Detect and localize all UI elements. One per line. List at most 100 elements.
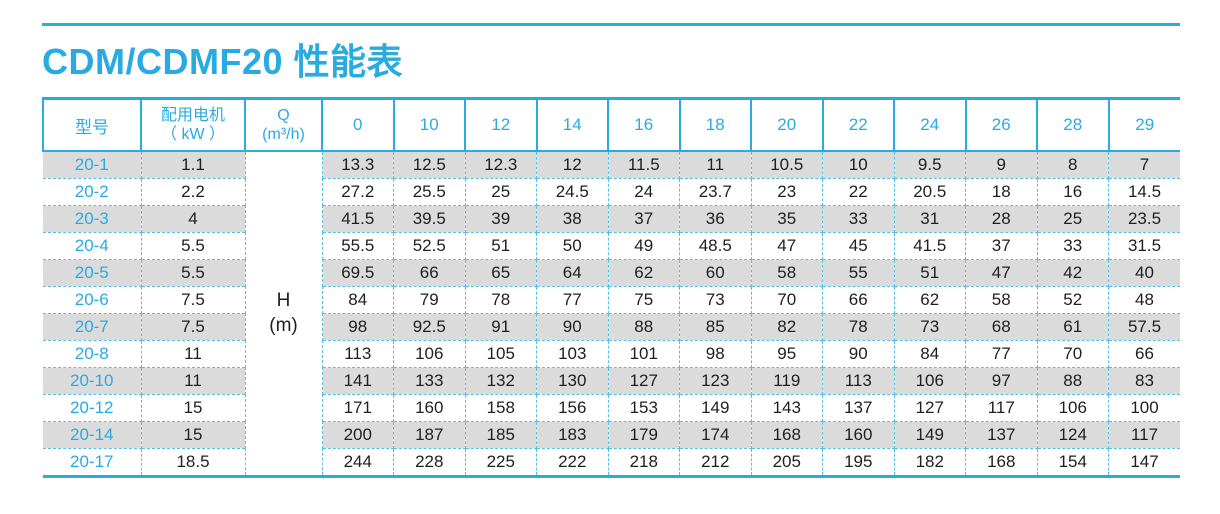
value-cell: 105	[464, 340, 537, 368]
value-cell: 97	[965, 367, 1038, 395]
motor-power-cell: 15	[140, 394, 246, 422]
value-cell: 58	[750, 259, 823, 287]
motor-power-cell: 11	[140, 340, 246, 368]
value-cell: 84	[893, 340, 966, 368]
value-cell: 14.5	[1108, 178, 1180, 206]
value-cell: 10	[822, 150, 895, 179]
value-cell: 42	[1036, 259, 1109, 287]
value-cell: 174	[679, 421, 752, 449]
value-cell: 38	[536, 205, 609, 233]
value-cell: 7	[1108, 150, 1180, 179]
value-cell: 73	[679, 286, 752, 314]
value-cell: 88	[1036, 367, 1109, 395]
value-cell: 25.5	[393, 178, 466, 206]
value-cell: 154	[1036, 448, 1109, 478]
value-cell: 65	[464, 259, 537, 287]
value-cell: 92.5	[393, 313, 466, 341]
value-cell: 133	[393, 367, 466, 395]
motor-power-cell: 18.5	[140, 448, 246, 478]
model-cell: 20-14	[43, 421, 142, 449]
model-cell: 20-17	[43, 448, 142, 478]
model-cell: 20-6	[43, 286, 142, 314]
value-cell: 106	[393, 340, 466, 368]
value-cell: 52	[1036, 286, 1109, 314]
header-row: 型号 配用电机 （ kW ） Q (m³/h) 0 10 12 14 16 18 20 22 2…	[42, 97, 1180, 152]
value-cell: 123	[679, 367, 752, 395]
value-cell: 12.3	[464, 150, 537, 179]
performance-table: 型号 配用电机 （ kW ） Q (m³/h) 0 10 12 14 16 18 20 22 2…	[42, 97, 1180, 478]
value-cell: 117	[965, 394, 1038, 422]
value-cell: 41.5	[321, 205, 394, 233]
value-cell: 28	[965, 205, 1038, 233]
value-cell: 78	[822, 313, 895, 341]
table-row: 20-5 5.5 69.5 66 65 64 62 60 58 55 51 47 42 40	[43, 259, 1180, 287]
value-cell: 31	[893, 205, 966, 233]
value-cell: 130	[536, 367, 609, 395]
q-label-line1: Q	[277, 106, 290, 124]
col-header-flow-26: 26	[964, 97, 1038, 152]
value-cell: 95	[750, 340, 823, 368]
value-cell: 137	[822, 394, 895, 422]
value-cell: 218	[607, 448, 680, 478]
table-row: 20-4 5.5 55.5 52.5 51 50 49 48.5 47 45 41.5 37 33 31.…	[43, 232, 1180, 260]
motor-power-cell: 1.1	[140, 150, 246, 179]
motor-power-cell: 11	[140, 367, 246, 395]
value-cell: 33	[822, 205, 895, 233]
model-cell: 20-10	[43, 367, 142, 395]
col-header-flow-29: 29	[1107, 97, 1180, 152]
value-cell: 127	[607, 367, 680, 395]
col-header-flow-12: 12	[464, 97, 538, 152]
value-cell: 11	[679, 150, 752, 179]
table-row: 20-12 15 171 160 158 156 153 149 143 137 127 117 106…	[43, 394, 1180, 422]
value-cell: 69.5	[321, 259, 394, 287]
table-body: 20-1 1.1 H (m) 13.3 12.5 12.3 12 11.5 11 10.5 10 9.5…	[43, 150, 1180, 478]
value-cell: 47	[965, 259, 1038, 287]
value-cell: 60	[679, 259, 752, 287]
model-cell: 20-12	[43, 394, 142, 422]
value-cell: 10.5	[750, 150, 823, 179]
model-cell: 20-8	[43, 340, 142, 368]
value-cell: 50	[536, 232, 609, 260]
head-unit-line1: H	[276, 289, 291, 311]
value-cell: 37	[965, 232, 1038, 260]
value-cell: 171	[321, 394, 394, 422]
table-row: 20-7 7.5 98 92.5 91 90 88 85 82 78 73 68 61 57.5	[43, 313, 1180, 341]
col-header-flow-0: 0	[321, 97, 395, 152]
value-cell: 160	[822, 421, 895, 449]
top-rule	[42, 23, 1180, 26]
head-unit-cell: H (m)	[244, 150, 323, 478]
value-cell: 25	[1036, 205, 1109, 233]
col-header-flow-18: 18	[678, 97, 752, 152]
value-cell: 82	[750, 313, 823, 341]
value-cell: 57.5	[1108, 313, 1180, 341]
value-cell: 156	[536, 394, 609, 422]
value-cell: 12.5	[393, 150, 466, 179]
value-cell: 106	[1036, 394, 1109, 422]
value-cell: 113	[822, 367, 895, 395]
head-unit-line2: (m)	[269, 314, 298, 336]
q-label-line2: (m³/h)	[262, 126, 305, 143]
value-cell: 77	[965, 340, 1038, 368]
motor-power-cell: 7.5	[140, 313, 246, 341]
value-cell: 24.5	[536, 178, 609, 206]
motor-power-cell: 4	[140, 205, 246, 233]
value-cell: 149	[679, 394, 752, 422]
value-cell: 77	[536, 286, 609, 314]
value-cell: 149	[893, 421, 966, 449]
value-cell: 64	[536, 259, 609, 287]
value-cell: 8	[1036, 150, 1109, 179]
value-cell: 16	[1036, 178, 1109, 206]
value-cell: 39.5	[393, 205, 466, 233]
model-cell: 20-3	[43, 205, 142, 233]
value-cell: 48.5	[679, 232, 752, 260]
value-cell: 185	[464, 421, 537, 449]
motor-power-cell: 2.2	[140, 178, 246, 206]
value-cell: 66	[822, 286, 895, 314]
value-cell: 78	[464, 286, 537, 314]
value-cell: 55.5	[321, 232, 394, 260]
col-header-flow-14: 14	[535, 97, 609, 152]
value-cell: 182	[893, 448, 966, 478]
value-cell: 23.5	[1108, 205, 1180, 233]
value-cell: 55	[822, 259, 895, 287]
